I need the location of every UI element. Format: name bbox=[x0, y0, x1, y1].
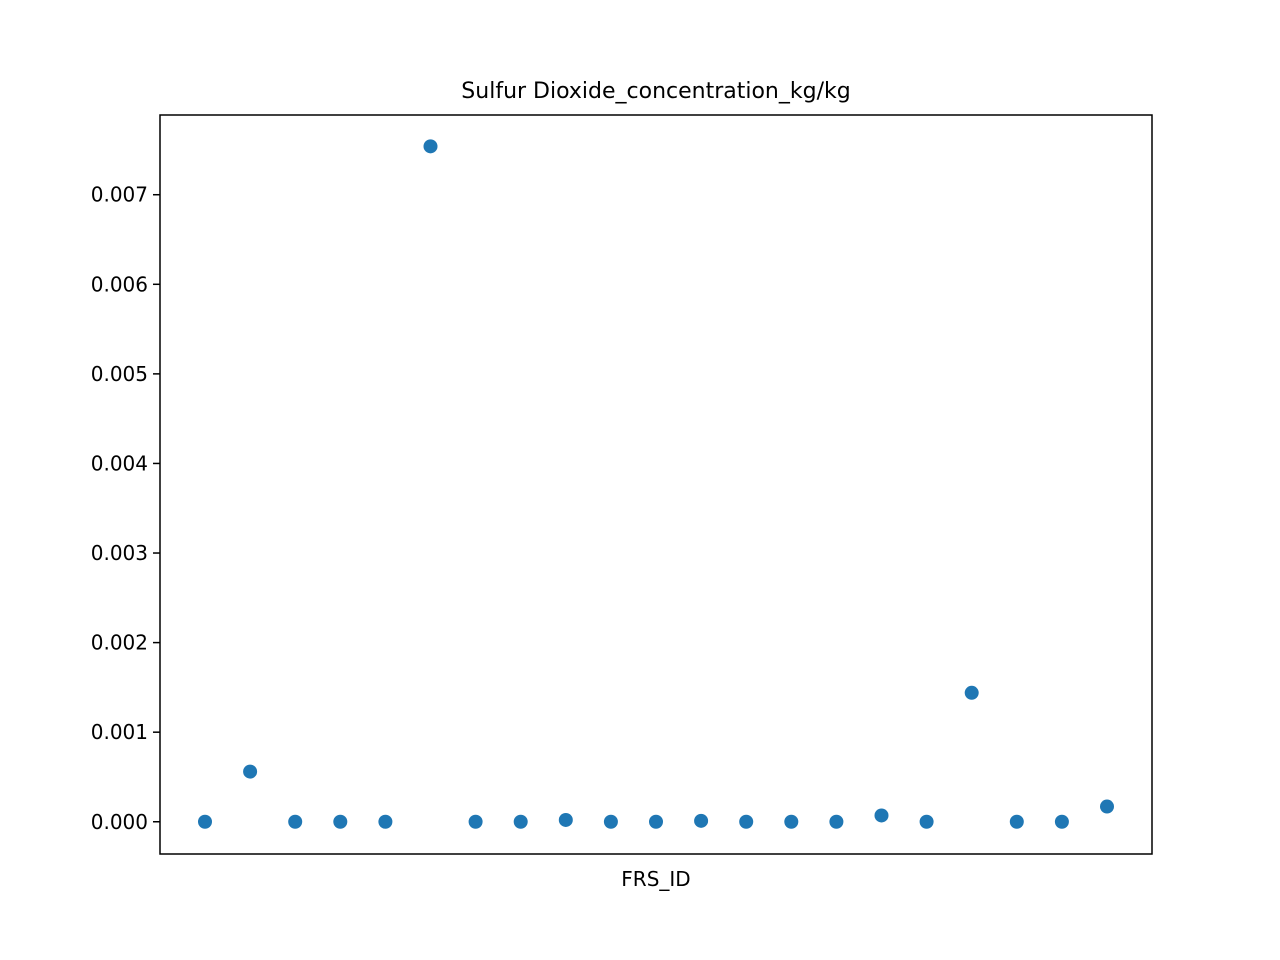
data-point bbox=[378, 814, 393, 829]
data-point bbox=[829, 814, 844, 829]
x-axis-label: FRS_ID bbox=[621, 867, 690, 891]
y-tick-label: 0.000 bbox=[91, 810, 148, 834]
data-points bbox=[198, 139, 1114, 829]
data-point bbox=[1100, 799, 1114, 814]
y-tick-label: 0.006 bbox=[91, 272, 148, 296]
data-point bbox=[649, 814, 663, 829]
y-tick-label: 0.007 bbox=[91, 183, 148, 207]
data-point bbox=[784, 814, 799, 829]
data-point bbox=[919, 814, 934, 829]
data-point bbox=[468, 814, 483, 829]
data-point bbox=[558, 812, 573, 827]
data-point bbox=[423, 139, 438, 154]
data-point bbox=[288, 814, 303, 829]
chart-title: Sulfur Dioxide_concentration_kg/kg bbox=[461, 79, 850, 104]
y-tick-label: 0.001 bbox=[91, 720, 148, 744]
y-tick-label: 0.003 bbox=[91, 541, 148, 565]
data-point bbox=[739, 814, 754, 829]
plot-frame bbox=[159, 114, 1153, 855]
data-point bbox=[694, 813, 709, 828]
y-tick-label: 0.005 bbox=[91, 362, 148, 386]
data-point bbox=[964, 685, 979, 700]
data-point bbox=[333, 814, 348, 829]
data-point bbox=[243, 764, 258, 779]
data-point bbox=[603, 814, 618, 829]
data-point bbox=[874, 808, 889, 823]
data-point bbox=[513, 814, 528, 829]
data-point bbox=[1009, 814, 1024, 829]
data-point bbox=[1054, 814, 1069, 829]
data-point bbox=[198, 814, 212, 829]
y-tick-label: 0.004 bbox=[91, 451, 148, 475]
y-tick-label: 0.002 bbox=[91, 631, 148, 655]
y-axis: 0.000 0.001 0.002 0.003 0.004 0.005 0.006 0.007 bbox=[91, 183, 160, 834]
